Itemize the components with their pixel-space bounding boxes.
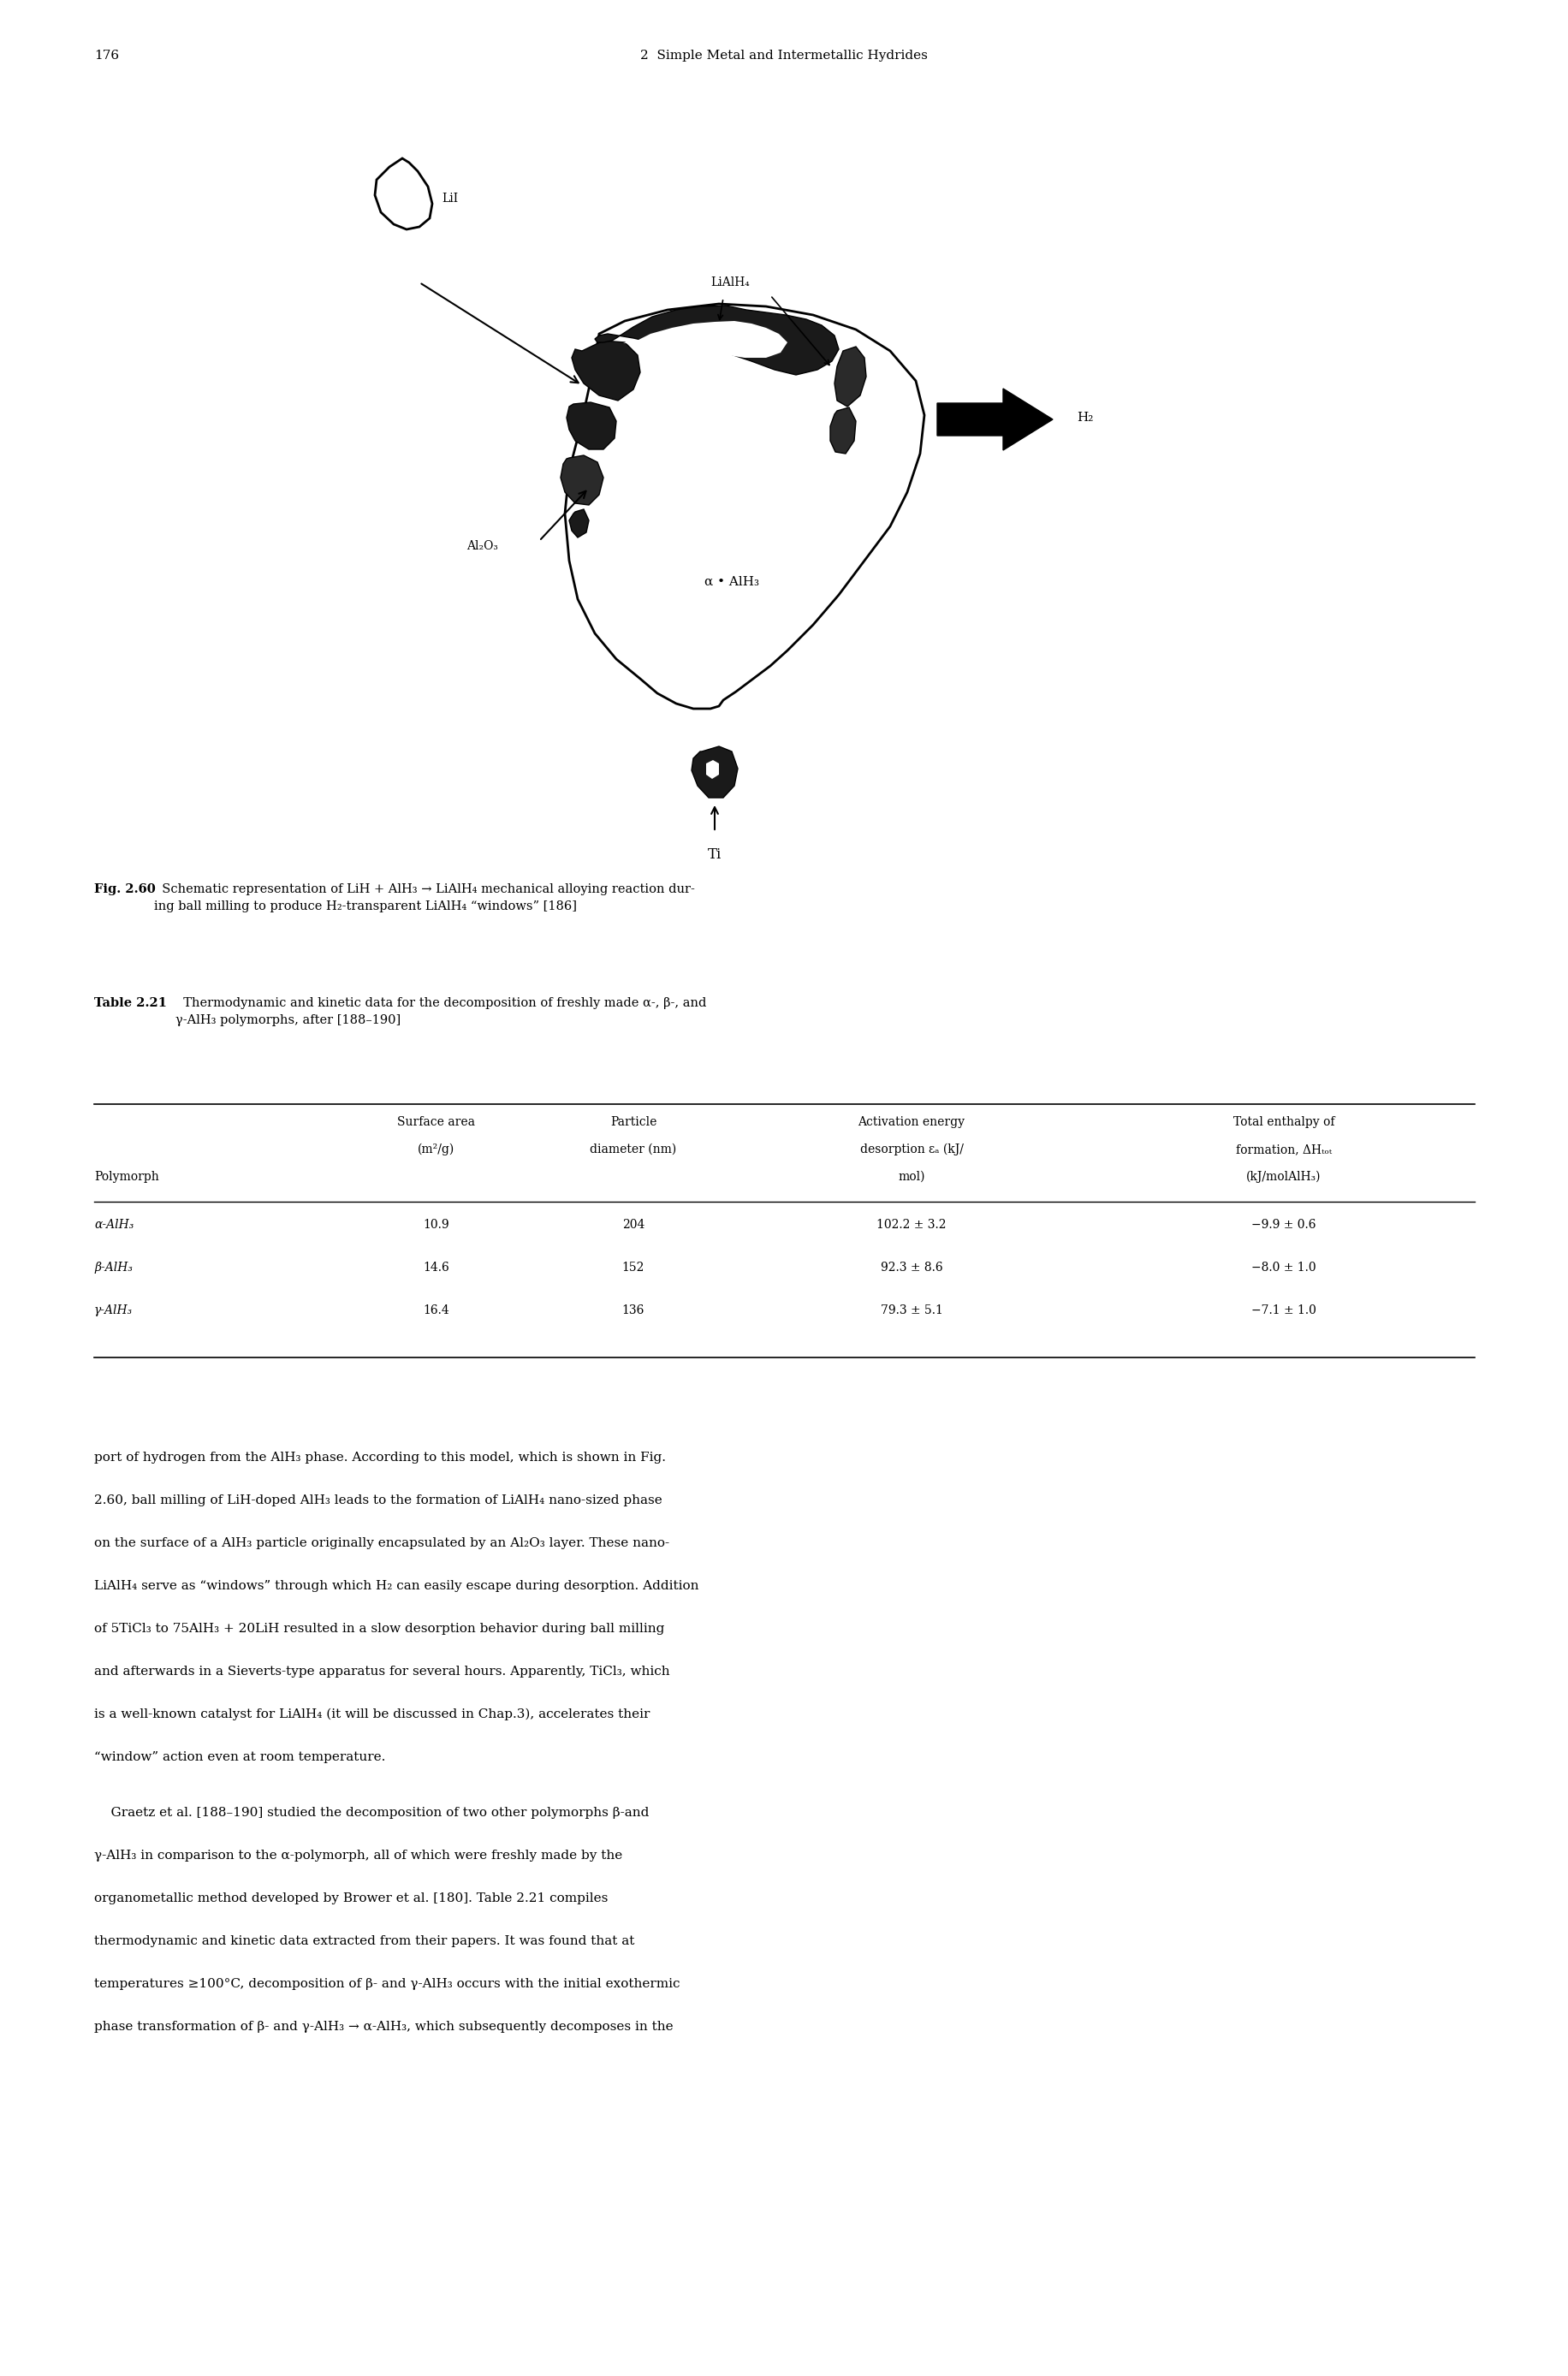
- Polygon shape: [622, 321, 787, 359]
- FancyArrow shape: [936, 390, 1052, 449]
- Polygon shape: [691, 746, 737, 798]
- Polygon shape: [706, 760, 718, 779]
- Text: Thermodynamic and kinetic data for the decomposition of freshly made α-, β-, and: Thermodynamic and kinetic data for the d…: [176, 998, 706, 1026]
- Text: organometallic method developed by Brower et al. [180]. Table 2.21 compiles: organometallic method developed by Browe…: [94, 1891, 608, 1906]
- Text: β-AlH₃: β-AlH₃: [94, 1262, 133, 1274]
- Polygon shape: [569, 508, 588, 537]
- Text: α • AlH₃: α • AlH₃: [704, 575, 759, 587]
- Text: Fig. 2.60: Fig. 2.60: [94, 884, 155, 896]
- Text: LiAlH₄: LiAlH₄: [710, 276, 750, 287]
- Text: 14.6: 14.6: [423, 1262, 450, 1274]
- Text: H₂: H₂: [1076, 411, 1093, 423]
- Polygon shape: [560, 456, 604, 506]
- Text: γ-AlH₃ in comparison to the α-polymorph, all of which were freshly made by the: γ-AlH₃ in comparison to the α-polymorph,…: [94, 1849, 622, 1863]
- Polygon shape: [375, 159, 433, 230]
- Text: −8.0 ± 1.0: −8.0 ± 1.0: [1251, 1262, 1316, 1274]
- Text: formation, ΔHₜₒₜ: formation, ΔHₜₒₜ: [1236, 1143, 1331, 1155]
- Text: mol): mol): [897, 1171, 925, 1183]
- Text: port of hydrogen from the AlH₃ phase. According to this model, which is shown in: port of hydrogen from the AlH₃ phase. Ac…: [94, 1452, 665, 1464]
- Text: 102.2 ± 3.2: 102.2 ± 3.2: [877, 1219, 946, 1231]
- Polygon shape: [834, 347, 866, 406]
- Text: 10.9: 10.9: [423, 1219, 450, 1231]
- Text: temperatures ≥100°C, decomposition of β- and γ-AlH₃ occurs with the initial exot: temperatures ≥100°C, decomposition of β-…: [94, 1977, 679, 1991]
- Text: −7.1 ± 1.0: −7.1 ± 1.0: [1251, 1304, 1316, 1316]
- Text: 2.60, ball milling of LiH-doped AlH₃ leads to the formation of LiAlH₄ nano-sized: 2.60, ball milling of LiH-doped AlH₃ lea…: [94, 1495, 662, 1506]
- Text: and afterwards in a Sieverts-type apparatus for several hours. Apparently, TiCl₃: and afterwards in a Sieverts-type appara…: [94, 1666, 670, 1677]
- Text: (kJ/molAlH₃): (kJ/molAlH₃): [1245, 1171, 1320, 1183]
- Text: on the surface of a AlH₃ particle originally encapsulated by an Al₂O₃ layer. The: on the surface of a AlH₃ particle origin…: [94, 1537, 670, 1549]
- Text: Total enthalpy of: Total enthalpy of: [1232, 1117, 1334, 1129]
- Text: 152: 152: [622, 1262, 644, 1274]
- Text: (m²/g): (m²/g): [417, 1143, 455, 1155]
- Text: desorption εₐ (kJ/: desorption εₐ (kJ/: [859, 1143, 963, 1155]
- Text: −9.9 ± 0.6: −9.9 ± 0.6: [1251, 1219, 1316, 1231]
- Polygon shape: [829, 406, 856, 454]
- Text: Graetz et al. [188–190] studied the decomposition of two other polymorphs β-and: Graetz et al. [188–190] studied the deco…: [94, 1806, 649, 1818]
- Text: Schematic representation of LiH + AlH₃ → LiAlH₄ mechanical alloying reaction dur: Schematic representation of LiH + AlH₃ →…: [154, 884, 695, 912]
- Text: “window” action even at room temperature.: “window” action even at room temperature…: [94, 1751, 386, 1763]
- Text: is a well-known catalyst for LiAlH₄ (it will be discussed in Chap.3), accelerate: is a well-known catalyst for LiAlH₄ (it …: [94, 1708, 649, 1720]
- Text: Ti: Ti: [707, 848, 721, 862]
- Polygon shape: [594, 307, 839, 375]
- Text: Polymorph: Polymorph: [94, 1171, 158, 1183]
- Text: of 5TiCl₃ to 75AlH₃ + 20LiH resulted in a slow desorption behavior during ball m: of 5TiCl₃ to 75AlH₃ + 20LiH resulted in …: [94, 1623, 665, 1635]
- Text: 136: 136: [622, 1304, 644, 1316]
- Text: diameter (nm): diameter (nm): [590, 1143, 676, 1155]
- Polygon shape: [566, 402, 616, 449]
- Text: phase transformation of β- and γ-AlH₃ → α-AlH₃, which subsequently decomposes in: phase transformation of β- and γ-AlH₃ → …: [94, 2022, 673, 2034]
- Text: Al₂O₃: Al₂O₃: [466, 539, 497, 551]
- Text: α-AlH₃: α-AlH₃: [94, 1219, 133, 1231]
- Text: γ-AlH₃: γ-AlH₃: [94, 1304, 133, 1316]
- Text: Table 2.21: Table 2.21: [94, 998, 166, 1010]
- Text: Particle: Particle: [610, 1117, 657, 1129]
- Text: LiI: LiI: [442, 192, 458, 204]
- Text: Activation energy: Activation energy: [858, 1117, 964, 1129]
- Text: LiAlH₄ serve as “windows” through which H₂ can easily escape during desorption. : LiAlH₄ serve as “windows” through which …: [94, 1580, 698, 1592]
- Text: Surface area: Surface area: [397, 1117, 475, 1129]
- Text: 2  Simple Metal and Intermetallic Hydrides: 2 Simple Metal and Intermetallic Hydride…: [640, 50, 927, 62]
- Polygon shape: [571, 340, 640, 402]
- Text: thermodynamic and kinetic data extracted from their papers. It was found that at: thermodynamic and kinetic data extracted…: [94, 1934, 633, 1948]
- Text: 176: 176: [94, 50, 119, 62]
- Text: 79.3 ± 5.1: 79.3 ± 5.1: [880, 1304, 942, 1316]
- Polygon shape: [564, 304, 924, 708]
- Text: 92.3 ± 8.6: 92.3 ± 8.6: [880, 1262, 942, 1274]
- Text: 204: 204: [622, 1219, 644, 1231]
- Text: 16.4: 16.4: [423, 1304, 450, 1316]
